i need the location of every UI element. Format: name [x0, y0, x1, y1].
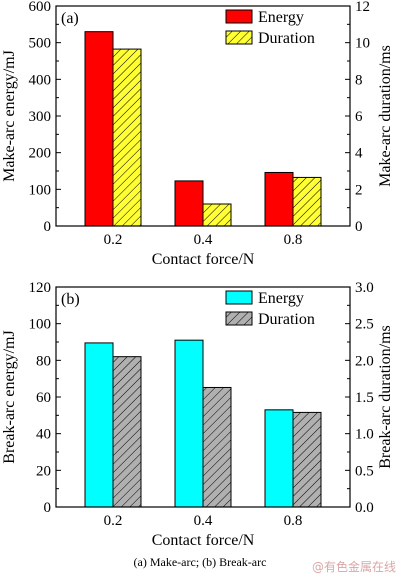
- chart-b-x-tick-label: 0.2: [104, 513, 123, 529]
- chart-b-bar-energy: [84, 342, 114, 508]
- chart-b-y-tick-label: 80: [36, 353, 51, 369]
- chart-b-y-tick-label: 40: [36, 427, 51, 443]
- chart-a-ticks: 0 100 200 300 400 500 600 0 2 4 6 8 10 12 0.2 0.4 0.8: [29, 0, 371, 248]
- chart-a-y-tick-label: 500: [29, 36, 52, 52]
- chart-a-y2-tick-label: 6: [355, 109, 363, 125]
- chart-a-legend-swatch-duration: [225, 30, 253, 45]
- chart-b-y-tick-label: 100: [29, 317, 52, 333]
- chart-a-y-tick-label: 0: [44, 219, 52, 235]
- chart-b-legend-swatch-duration: [225, 311, 253, 326]
- chart-b-legend-swatch-energy: [225, 290, 253, 305]
- chart-a-panel-label: (a): [61, 10, 79, 27]
- chart-b-legend-label-duration: Duration: [258, 311, 315, 328]
- chart-b-y2-tick-label: 1.5: [355, 390, 374, 406]
- chart-a-bar-energy: [84, 31, 114, 227]
- chart-b-bar-energy: [174, 339, 204, 508]
- chart-b-y2-axis-title: Break-arc duration/ms: [377, 325, 394, 469]
- chart-b-frame: [55, 286, 351, 508]
- figure-caption: (a) Make-arc; (b) Break-arc: [134, 555, 267, 569]
- chart-a: 0 100 200 300 400 500 600 0 2 4 6 8 10 12 0.2 0.4 0.8 (a…: [1, 0, 394, 268]
- chart-a-legend-swatch-energy: [225, 9, 253, 24]
- chart-b: 0 20 40 60 80 100 120 0.0 0.5 1.0 1.5 2.0 2.5 3.0 0.2 0…: [1, 280, 394, 549]
- chart-b-y-tick-label: 120: [29, 280, 52, 296]
- chart-b-x-tick-label: 0.8: [284, 513, 303, 529]
- chart-a-x-tick-label: 0.8: [284, 232, 303, 248]
- chart-a-frame: [55, 5, 351, 227]
- chart-a-y-tick-label: 600: [29, 0, 52, 15]
- chart-a-bars: [84, 31, 322, 227]
- chart-b-bar-duration: [112, 356, 142, 508]
- chart-a-y2-tick-label: 0: [355, 219, 363, 235]
- chart-a-y-tick-label: 100: [29, 182, 52, 198]
- chart-a-y-tick-label: 400: [29, 72, 52, 88]
- chart-a-bar-energy: [264, 171, 294, 227]
- chart-b-legend: Energy Duration: [225, 290, 315, 328]
- chart-b-ticks: 0 20 40 60 80 100 120 0.0 0.5 1.0 1.5 2.0 2.5 3.0 0.2 0…: [29, 280, 374, 529]
- chart-b-y-axis-title: Break-arc energy/mJ: [1, 330, 18, 463]
- chart-b-legend-label-energy: Energy: [258, 290, 304, 307]
- chart-b-y2-tick-label: 0.5: [355, 463, 374, 479]
- chart-b-y2-tick-label: 1.0: [355, 427, 374, 443]
- chart-b-y-tick-label: 60: [36, 390, 51, 406]
- chart-a-y2-tick-label: 8: [355, 72, 363, 88]
- chart-a-y-tick-label: 200: [29, 146, 52, 162]
- chart-b-bar-duration: [292, 411, 322, 508]
- chart-a-x-tick-label: 0.2: [104, 232, 123, 248]
- watermark: @有色金属在线: [312, 559, 396, 574]
- chart-b-x-axis-title: Contact force/N: [152, 532, 255, 549]
- chart-a-y2-tick-label: 2: [355, 182, 363, 198]
- chart-a-x-tick-label: 0.4: [194, 232, 213, 248]
- chart-b-y2-tick-label: 0.0: [355, 500, 374, 516]
- chart-b-x-tick-label: 0.4: [194, 513, 213, 529]
- chart-a-y2-tick-label: 12: [355, 0, 370, 15]
- chart-b-panel-label: (b): [61, 291, 80, 308]
- chart-b-y2-tick-label: 2.5: [355, 317, 374, 333]
- chart-a-bar-duration: [292, 176, 322, 227]
- chart-b-y2-tick-label: 2.0: [355, 353, 374, 369]
- chart-a-x-axis-title: Contact force/N: [152, 251, 255, 268]
- chart-b-bar-duration: [202, 386, 232, 508]
- chart-a-y-tick-label: 300: [29, 109, 52, 125]
- chart-a-legend: Energy Duration: [225, 9, 315, 47]
- chart-b-y-tick-label: 0: [44, 500, 52, 516]
- chart-a-bar-duration: [112, 48, 142, 227]
- chart-a-bar-energy: [174, 180, 204, 227]
- chart-a-y2-tick-label: 4: [355, 146, 363, 162]
- chart-a-y2-tick-label: 10: [355, 36, 370, 52]
- chart-b-y-tick-label: 20: [36, 463, 51, 479]
- chart-b-y2-tick-label: 3.0: [355, 280, 374, 296]
- chart-a-legend-label-energy: Energy: [258, 9, 304, 26]
- chart-a-y-axis-title: Make-arc energy/mJ: [1, 50, 18, 182]
- chart-a-y2-axis-title: Make-arc duration/ms: [377, 45, 394, 187]
- chart-a-legend-label-duration: Duration: [258, 30, 315, 47]
- chart-b-bar-energy: [264, 409, 294, 508]
- chart-b-bars: [84, 339, 322, 508]
- chart-a-bar-duration: [202, 203, 232, 227]
